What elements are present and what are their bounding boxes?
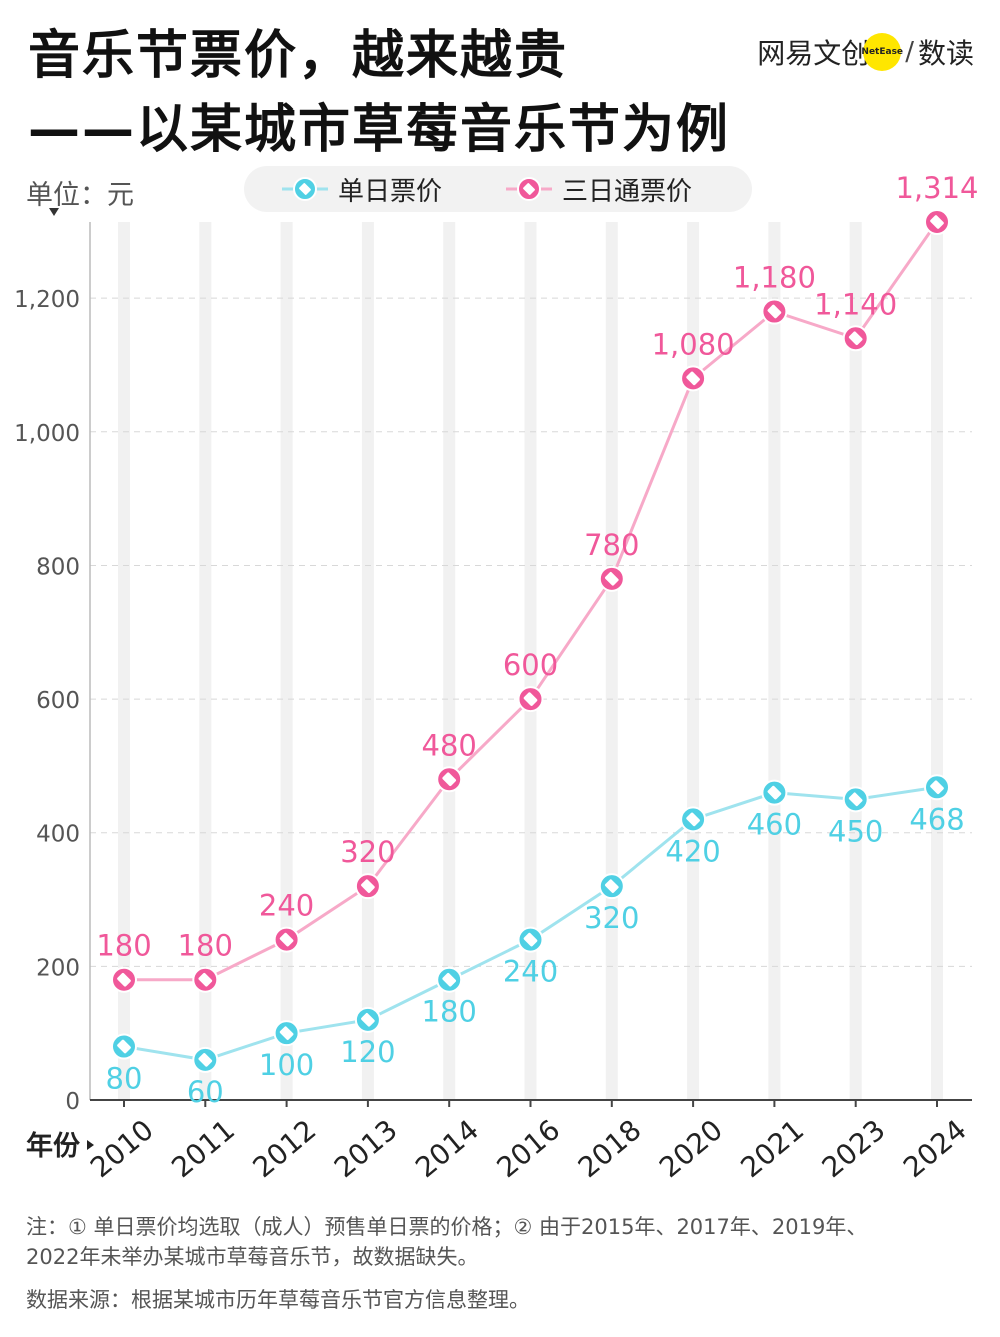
data-label-three-day: 180	[96, 929, 151, 963]
category-band	[524, 222, 537, 1100]
ticket-icon	[279, 1026, 294, 1040]
y-tick-label: 200	[36, 955, 80, 981]
ticket-icon	[361, 1013, 375, 1027]
category-band	[605, 222, 618, 1100]
x-tick-label: 2023	[816, 1113, 892, 1184]
data-label-single: 120	[340, 1035, 395, 1069]
y-tick-label: 1,000	[14, 421, 80, 447]
data-label-single: 60	[187, 1075, 224, 1109]
ticket-icon	[442, 972, 457, 987]
data-label-three-day: 1,080	[652, 327, 735, 361]
ticket-icon	[361, 879, 375, 893]
ticket-icon	[523, 932, 538, 947]
data-label-three-day: 780	[584, 528, 639, 562]
x-tick-label: 2016	[490, 1113, 566, 1184]
y-tick-label: 0	[65, 1089, 80, 1115]
x-tick-label: 2010	[84, 1113, 160, 1184]
unit-label: 单位：元	[26, 180, 134, 211]
brand-left-text: 网易文创	[757, 37, 870, 70]
x-tick-label: 2014	[409, 1113, 485, 1184]
category-band	[768, 222, 781, 1100]
ticket-icon	[767, 304, 782, 319]
data-label-single: 420	[665, 834, 720, 868]
x-tick-label: 2011	[165, 1113, 241, 1184]
category-band	[687, 222, 700, 1100]
ticket-marker-icon	[282, 177, 328, 201]
data-label-three-day: 320	[340, 835, 395, 869]
y-tick-label: 400	[36, 822, 80, 848]
legend-label-three-day: 三日通票价	[562, 176, 693, 207]
category-band	[199, 222, 212, 1100]
x-axis-label: 年份	[26, 1130, 80, 1162]
ticket-icon	[686, 371, 700, 386]
ticket-marker-icon	[506, 177, 552, 201]
chart-legend: 单日票价 三日通票价	[244, 166, 752, 212]
data-source: 数据来源：根据某城市历年草莓音乐节官方信息整理。	[26, 1288, 530, 1312]
ticket-icon	[279, 932, 294, 947]
unit-arrow-icon	[49, 208, 59, 216]
data-label-three-day: 1,180	[733, 261, 816, 295]
y-tick-label: 800	[36, 554, 80, 580]
ticket-icon	[117, 972, 131, 987]
data-label-three-day: 240	[259, 889, 314, 923]
data-label-three-day: 180	[178, 929, 233, 963]
data-label-three-day: 480	[422, 728, 477, 762]
ticket-icon	[117, 1039, 131, 1054]
brand-slash: /	[905, 37, 914, 67]
category-band	[931, 222, 943, 1100]
data-label-single: 100	[259, 1048, 314, 1082]
category-band	[443, 222, 456, 1100]
data-label-single: 460	[747, 808, 802, 842]
data-label-single: 240	[503, 955, 558, 989]
ticket-icon	[604, 572, 619, 586]
page-title: 音乐节票价，越来越贵	[28, 26, 569, 86]
data-label-three-day: 600	[503, 648, 558, 682]
ticket-icon	[604, 879, 619, 893]
x-tick-label: 2018	[572, 1113, 648, 1184]
ticket-icon	[848, 331, 863, 346]
y-tick-label: 600	[36, 688, 80, 714]
x-tick-label: 2024	[897, 1113, 973, 1184]
category-band	[361, 222, 374, 1100]
category-band	[118, 222, 130, 1100]
legend-item-single: 单日票价	[282, 166, 442, 212]
ticket-icon	[930, 215, 944, 229]
page-subtitle: ——以某城市草莓音乐节为例	[28, 100, 731, 160]
data-label-single: 468	[909, 802, 964, 836]
y-tick-label: 1,200	[14, 287, 80, 313]
ticket-icon	[523, 692, 538, 706]
data-label-three-day: 1,314	[895, 171, 978, 205]
data-label-three-day: 1,140	[814, 287, 897, 321]
brand-logo: 网易文创 NetEase / 数读	[757, 32, 974, 72]
x-tick-label: 2013	[328, 1113, 404, 1184]
data-label-single: 320	[584, 901, 639, 935]
ticket-icon	[848, 792, 863, 807]
ticket-icon	[198, 972, 213, 987]
ticket-icon	[442, 772, 457, 787]
x-tick-label: 2020	[653, 1113, 729, 1184]
x-tick-label: 2012	[247, 1113, 323, 1184]
category-band	[849, 222, 862, 1100]
data-label-single: 80	[106, 1062, 143, 1096]
ticket-icon	[767, 785, 782, 800]
ticket-icon	[198, 1053, 213, 1067]
ticket-icon	[686, 812, 700, 827]
ticket-icon	[930, 780, 944, 795]
footnote-line-1: 注：① 单日票价均选取（成人）预售单日票的价格；② 由于2015年、2017年、…	[26, 1215, 868, 1239]
x-tick-label: 2021	[734, 1113, 810, 1184]
footnote-line-2: 2022年未举办某城市草莓音乐节，故数据缺失。	[26, 1245, 479, 1269]
brand-right-text: 数读	[917, 37, 974, 70]
data-label-single: 180	[422, 995, 477, 1029]
legend-item-three-day: 三日通票价	[506, 166, 692, 212]
brand-badge: NetEase	[861, 33, 903, 71]
data-label-single: 450	[828, 814, 883, 848]
legend-label-single: 单日票价	[338, 176, 443, 207]
x-axis-arrow-icon	[87, 1140, 94, 1150]
category-band	[280, 222, 293, 1100]
